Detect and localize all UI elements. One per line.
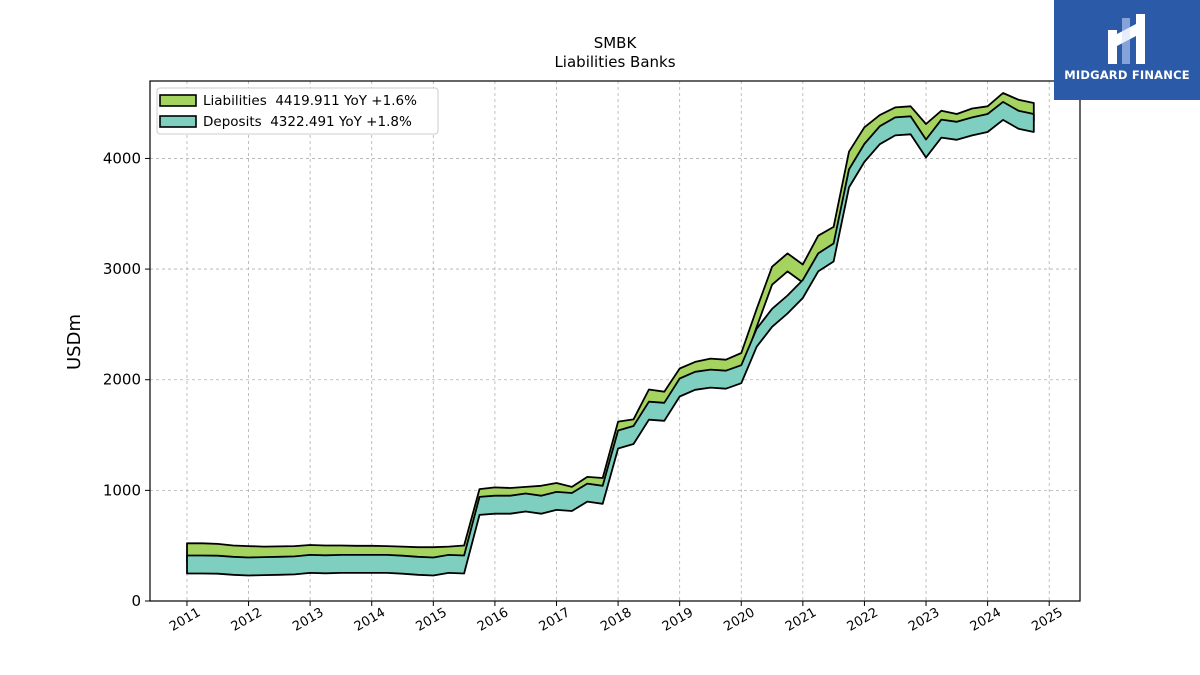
legend: Liabilities 4419.911 YoY +1.6% Deposits 4…	[156, 87, 439, 135]
x-tick-label: 2022	[845, 605, 881, 635]
y-tick-label: 0	[131, 592, 141, 610]
x-tick-label: 2015	[413, 605, 449, 635]
x-tick-label: 2019	[660, 605, 696, 635]
legend-label-deposits: Deposits 4322.491 YoY +1.8%	[203, 114, 412, 130]
y-tick-label: 2000	[103, 371, 141, 389]
series-band-deposits	[186, 101, 1035, 577]
series-band-liabilities	[186, 92, 1035, 567]
x-tick-label: 2016	[475, 605, 511, 635]
x-tick-label: 2025	[1029, 605, 1065, 635]
y-tick-label: 3000	[103, 260, 141, 278]
y-axis-label: USDm	[64, 314, 85, 370]
x-tick-label: 2014	[352, 605, 388, 635]
legend-swatch-liabilities	[159, 94, 197, 107]
x-tick-label: 2017	[537, 605, 573, 635]
brand-name: MIDGARD FINANCE	[1064, 68, 1190, 82]
x-tick-label: 2024	[968, 605, 1004, 635]
legend-box	[156, 87, 439, 135]
y-tick-label: 4000	[103, 149, 141, 167]
x-tick-label: 2012	[229, 605, 265, 635]
x-tick-label: 2021	[783, 605, 819, 635]
x-tick-label: 2018	[598, 605, 634, 635]
legend-swatch-deposits	[159, 115, 197, 128]
chart-title: SMBK	[594, 34, 638, 52]
grid	[150, 81, 1080, 602]
brand-logo: MIDGARD FINANCE	[1054, 0, 1200, 100]
y-tick-label: 1000	[103, 481, 141, 499]
logo-mark-icon	[1108, 14, 1145, 64]
x-tick-label: 2020	[721, 605, 757, 635]
x-tick-label: 2013	[290, 605, 326, 635]
legend-label-liabilities: Liabilities 4419.911 YoY +1.6%	[203, 93, 417, 109]
x-tick-label: 2011	[167, 605, 203, 635]
chart-subtitle: Liabilities Banks	[554, 53, 675, 71]
series-layer	[186, 92, 1035, 577]
plot-frame	[149, 80, 1081, 602]
x-tick-label: 2023	[906, 605, 942, 635]
